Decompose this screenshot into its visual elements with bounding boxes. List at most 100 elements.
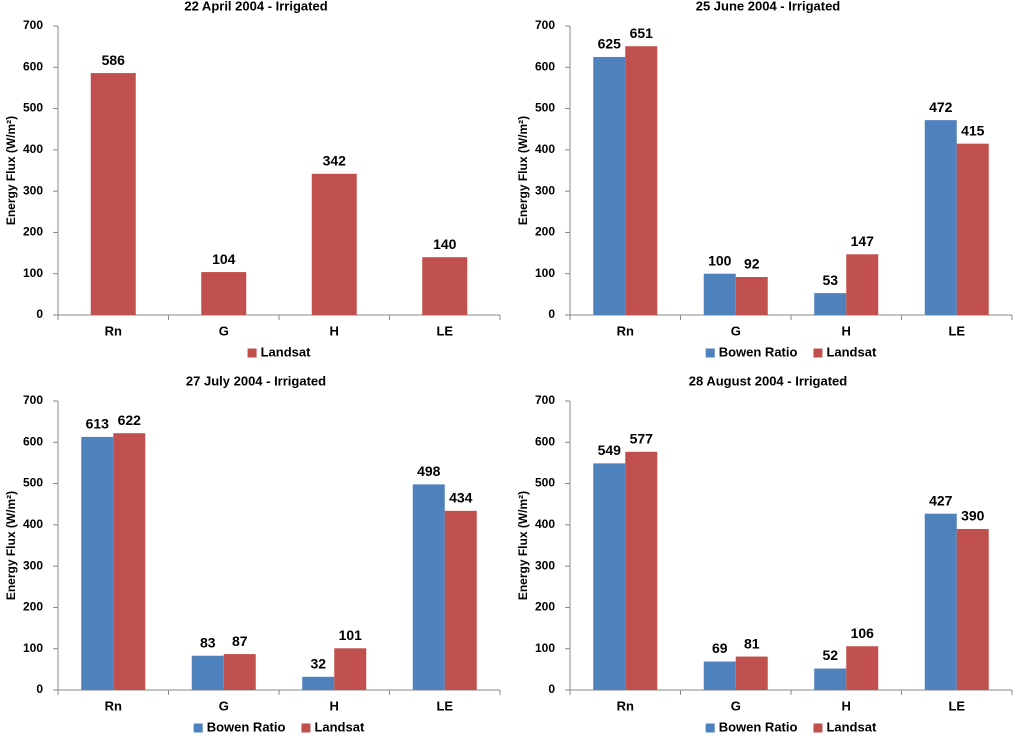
legend-label: Bowen Ratio bbox=[719, 719, 798, 734]
data-label: 52 bbox=[822, 647, 838, 663]
data-label: 651 bbox=[630, 25, 654, 41]
y-tick-label: 600 bbox=[23, 59, 43, 73]
bar bbox=[81, 436, 114, 690]
chart-title: 25 June 2004 - Irrigated bbox=[696, 0, 841, 13]
y-tick-label: 600 bbox=[23, 434, 43, 448]
data-label: 498 bbox=[417, 463, 441, 479]
y-tick-label: 700 bbox=[23, 393, 43, 407]
data-label: 83 bbox=[200, 634, 216, 650]
data-label: 427 bbox=[929, 492, 953, 508]
y-tick-label: 500 bbox=[23, 101, 43, 115]
legend-swatch bbox=[813, 348, 823, 358]
y-tick-label: 100 bbox=[23, 266, 43, 280]
x-tick-label: H bbox=[330, 323, 339, 338]
data-label: 101 bbox=[339, 627, 363, 643]
data-label: 87 bbox=[232, 633, 248, 649]
bar bbox=[201, 272, 247, 315]
bar bbox=[625, 46, 658, 315]
x-tick-label: LE bbox=[436, 698, 453, 713]
legend-swatch bbox=[301, 723, 311, 733]
chart-panel: 27 July 2004 - Irrigated Energy Flux (W/m… bbox=[4, 373, 501, 734]
bar bbox=[191, 655, 224, 690]
bar bbox=[735, 277, 768, 315]
bar bbox=[302, 676, 335, 690]
data-label: 140 bbox=[433, 236, 457, 252]
data-label: 81 bbox=[744, 635, 760, 651]
y-axis-label: Energy Flux (W/m²) bbox=[4, 116, 18, 225]
x-tick-label: G bbox=[219, 323, 229, 338]
legend-label: Bowen Ratio bbox=[207, 719, 286, 734]
y-tick-label: 400 bbox=[23, 142, 43, 156]
y-tick-label: 600 bbox=[535, 59, 555, 73]
bar bbox=[924, 120, 957, 315]
y-tick-label: 0 bbox=[548, 307, 555, 321]
bar bbox=[735, 656, 768, 690]
y-tick-label: 700 bbox=[535, 393, 555, 407]
legend-label: Bowen Ratio bbox=[719, 344, 798, 359]
y-tick-label: 700 bbox=[535, 18, 555, 32]
y-tick-label: 700 bbox=[23, 18, 43, 32]
bar bbox=[90, 73, 136, 316]
data-label: 472 bbox=[929, 99, 953, 115]
bar bbox=[334, 648, 367, 690]
data-label: 434 bbox=[449, 490, 473, 506]
y-tick-label: 500 bbox=[23, 476, 43, 490]
bar bbox=[625, 451, 658, 690]
chart-panel: 28 August 2004 - Irrigated Energy Flux (W… bbox=[516, 373, 1013, 734]
bar bbox=[223, 654, 256, 690]
data-label: 586 bbox=[102, 52, 126, 68]
y-tick-label: 200 bbox=[535, 225, 555, 239]
x-tick-label: G bbox=[219, 698, 229, 713]
data-label: 549 bbox=[598, 442, 622, 458]
x-tick-label: H bbox=[842, 323, 851, 338]
legend: Bowen Ratio Landsat bbox=[193, 719, 365, 734]
data-label: 104 bbox=[212, 251, 236, 267]
y-axis-label: Energy Flux (W/m²) bbox=[516, 116, 530, 225]
chart-title: 27 July 2004 - Irrigated bbox=[186, 373, 326, 388]
bar bbox=[924, 513, 957, 690]
data-label: 625 bbox=[598, 36, 622, 52]
chart-panel: 25 June 2004 - Irrigated Energy Flux (W/m… bbox=[516, 0, 1013, 359]
legend: Bowen Ratio Landsat bbox=[705, 719, 877, 734]
legend-swatch bbox=[247, 348, 257, 358]
bar bbox=[311, 173, 357, 315]
y-tick-label: 400 bbox=[535, 142, 555, 156]
y-tick-label: 0 bbox=[36, 682, 43, 696]
y-tick-label: 300 bbox=[535, 183, 555, 197]
bar bbox=[703, 661, 736, 690]
x-tick-label: G bbox=[731, 323, 741, 338]
y-axis-label: Energy Flux (W/m²) bbox=[4, 491, 18, 600]
legend: Landsat bbox=[247, 344, 312, 359]
x-tick-label: H bbox=[842, 698, 851, 713]
data-label: 32 bbox=[310, 655, 326, 671]
legend-swatch bbox=[813, 723, 823, 733]
y-tick-label: 200 bbox=[535, 600, 555, 614]
bar bbox=[412, 484, 445, 690]
x-tick-label: G bbox=[731, 698, 741, 713]
chart-panel: 22 April 2004 - Irrigated Energy Flux (W/… bbox=[4, 0, 501, 359]
data-label: 622 bbox=[118, 412, 142, 428]
x-tick-label: Rn bbox=[105, 698, 122, 713]
x-tick-label: Rn bbox=[617, 323, 634, 338]
y-axis-label: Energy Flux (W/m²) bbox=[516, 491, 530, 600]
legend-swatch bbox=[705, 348, 715, 358]
x-tick-label: LE bbox=[436, 323, 453, 338]
data-label: 577 bbox=[630, 430, 654, 446]
chart-title: 22 April 2004 - Irrigated bbox=[184, 0, 327, 13]
legend-label: Landsat bbox=[826, 719, 877, 734]
legend-label: Landsat bbox=[314, 719, 365, 734]
y-tick-label: 400 bbox=[23, 517, 43, 531]
bar bbox=[846, 254, 879, 315]
x-tick-label: Rn bbox=[105, 323, 122, 338]
y-tick-label: 300 bbox=[535, 558, 555, 572]
legend-label: Landsat bbox=[261, 344, 312, 359]
data-label: 147 bbox=[851, 233, 875, 249]
bar bbox=[956, 143, 989, 315]
bar bbox=[113, 433, 146, 690]
bar bbox=[814, 293, 847, 315]
bar bbox=[593, 56, 626, 315]
y-tick-label: 400 bbox=[535, 517, 555, 531]
bar bbox=[593, 463, 626, 690]
bar bbox=[444, 510, 477, 690]
